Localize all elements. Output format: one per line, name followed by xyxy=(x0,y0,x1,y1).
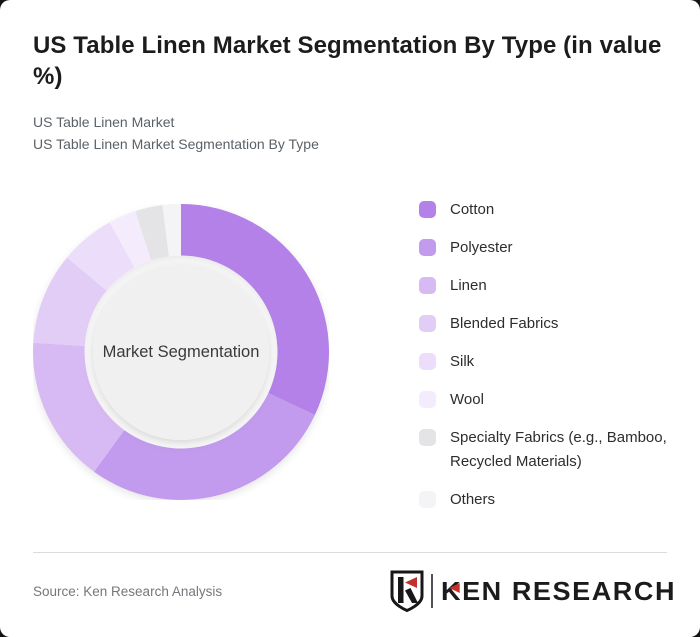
legend-item-linen[interactable]: Linen xyxy=(419,274,681,298)
logo-wordmark: KEN RESEARCH xyxy=(441,576,676,607)
logo-divider xyxy=(430,574,433,608)
donut-segment-wool[interactable] xyxy=(109,211,152,268)
legend-label-blended-fabrics: Blended Fabrics xyxy=(450,315,559,332)
donut-segment-polyester[interactable] xyxy=(94,393,315,500)
donut-chart: Market Segmentation xyxy=(33,204,329,500)
legend-swatch-silk xyxy=(419,353,436,370)
chart-subtitle-market: US Table Linen Market xyxy=(33,114,175,130)
legend-swatch-specialty-fabrics-e-g-bamboo-recycled-materials xyxy=(419,429,436,446)
donut-segment-specialty-fabrics-e-g-bamboo-recycled-materials[interactable] xyxy=(135,205,169,261)
legend-swatch-blended-fabrics xyxy=(419,315,436,332)
ken-research-shield-icon xyxy=(390,570,424,613)
legend-swatch-linen xyxy=(419,277,436,294)
logo-k-red-triangle-icon xyxy=(449,582,460,593)
legend-item-polyester[interactable]: Polyester xyxy=(419,236,681,260)
donut-chart-svg xyxy=(33,204,329,500)
legend-item-silk[interactable]: Silk xyxy=(419,350,681,374)
footer-divider xyxy=(33,552,667,553)
legend-swatch-wool xyxy=(419,391,436,408)
chart-subtitle-segmentation: US Table Linen Market Segmentation By Ty… xyxy=(33,136,319,152)
legend-label-others: Others xyxy=(450,491,496,508)
donut-segment-blended-fabrics[interactable] xyxy=(33,257,107,346)
ken-research-logo: KEN RESEARCH xyxy=(389,566,674,616)
page-title: US Table Linen Market Segmentation By Ty… xyxy=(33,32,662,90)
legend-swatch-polyester xyxy=(419,239,436,256)
legend-swatch-others xyxy=(419,491,436,508)
legend-label-polyester: Polyester xyxy=(450,239,513,256)
donut-segment-silk[interactable] xyxy=(66,222,135,291)
legend-label-cotton: Cotton xyxy=(450,201,495,218)
legend-item-wool[interactable]: Wool xyxy=(419,388,681,412)
donut-segment-cotton[interactable] xyxy=(181,204,329,416)
source-note: Source: Ken Research Analysis xyxy=(33,584,223,599)
logo-wordmark-text: KEN RESEARCH xyxy=(440,575,677,606)
legend-label-specialty-fabrics-e-g-bamboo-recycled-materials: Specialty Fabrics (e.g., Bamboo, Recycle… xyxy=(450,429,667,470)
legend-swatch-cotton xyxy=(419,201,436,218)
donut-segment-linen[interactable] xyxy=(33,342,125,472)
legend-item-others[interactable]: Others xyxy=(419,488,681,512)
legend-item-specialty-fabrics-e-g-bamboo-recycled-materials[interactable]: Specialty Fabrics (e.g., Bamboo, Recycle… xyxy=(419,426,681,474)
legend-item-cotton[interactable]: Cotton xyxy=(419,198,681,222)
legend-item-blended-fabrics[interactable]: Blended Fabrics xyxy=(419,312,681,336)
chart-legend: Cotton Polyester Linen Blended Fabrics Silk W… xyxy=(419,198,681,526)
legend-label-linen: Linen xyxy=(450,277,487,294)
donut-center-circle xyxy=(93,264,269,440)
legend-label-wool: Wool xyxy=(450,391,484,408)
donut-segment-others[interactable] xyxy=(162,204,181,257)
legend-label-silk: Silk xyxy=(450,353,475,370)
